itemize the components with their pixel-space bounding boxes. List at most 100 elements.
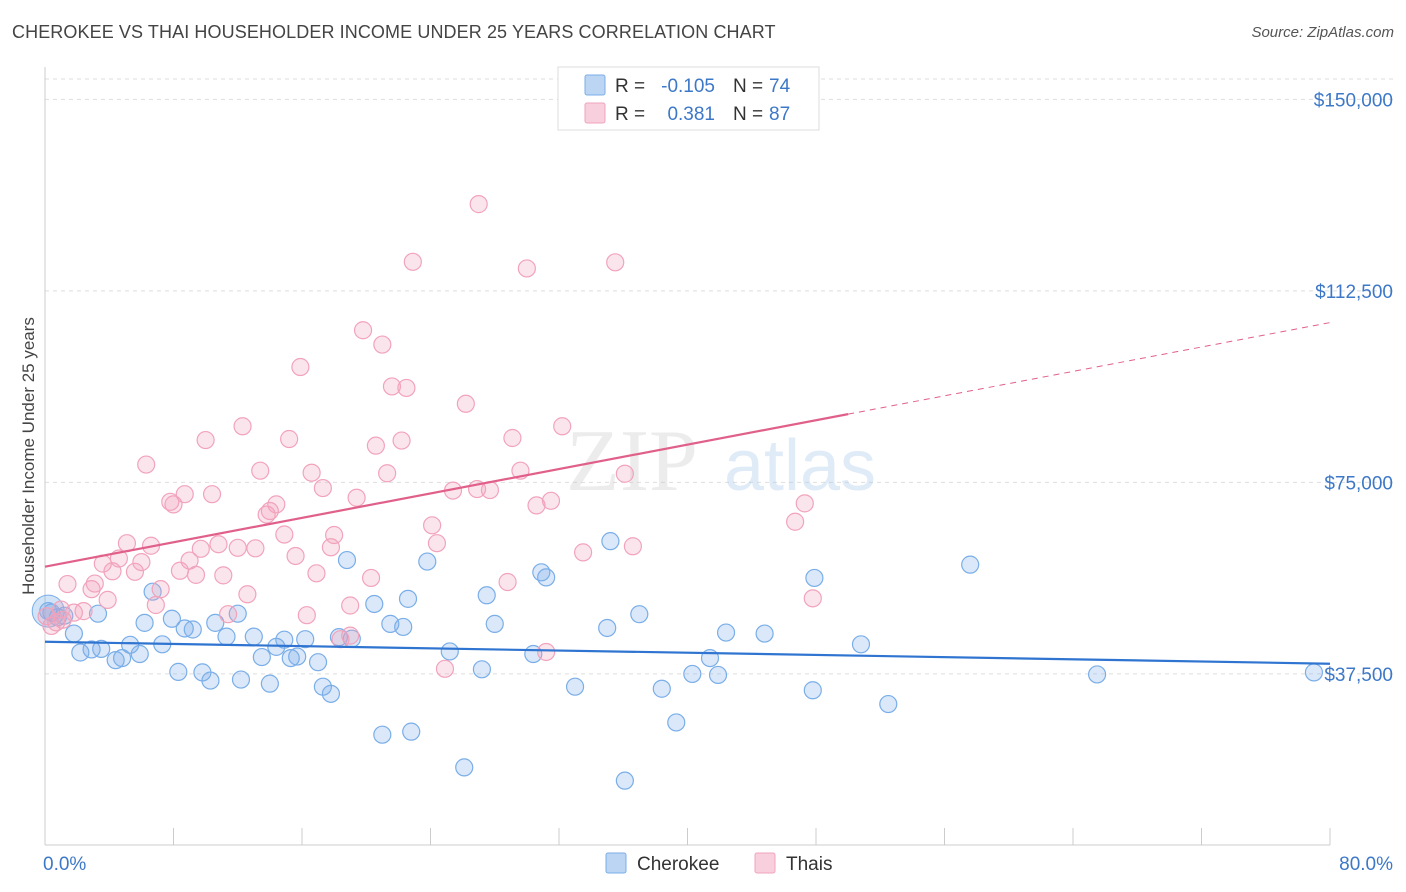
x-tick-label: 0.0%	[43, 854, 86, 875]
thais-point	[503, 428, 522, 448]
thais-point	[498, 572, 517, 592]
cherokee-point	[308, 653, 328, 672]
thais-point	[382, 377, 402, 396]
cherokee-point	[88, 604, 108, 623]
thais-point	[541, 491, 561, 510]
thais-point	[427, 534, 447, 553]
thais-point	[196, 430, 215, 450]
thais-point	[82, 580, 101, 599]
x-tick-labels: 0.0% 80.0%	[43, 854, 1393, 875]
cherokee-point	[82, 640, 101, 659]
thais-point	[146, 595, 165, 615]
thais-points	[37, 195, 822, 678]
cherokee-point	[805, 568, 824, 588]
cherokee-point	[281, 648, 300, 668]
thais-point	[297, 606, 316, 625]
thais-point	[397, 378, 416, 398]
cherokee-point	[260, 674, 279, 693]
thais-point	[219, 605, 238, 624]
thais-point	[161, 492, 180, 511]
cherokee-point	[477, 586, 496, 605]
thais-point	[191, 539, 210, 558]
thais-point	[251, 461, 270, 480]
cherokee-point	[321, 684, 341, 703]
cherokee-point	[755, 624, 774, 643]
thais-point	[233, 417, 252, 436]
y-tick-label: $75,000	[1324, 473, 1393, 494]
cherokee-point	[169, 662, 188, 681]
legend-swatch-thais	[584, 102, 606, 124]
y-tick-label: $37,500	[1324, 665, 1393, 686]
cherokee-point	[121, 635, 140, 654]
thais-point	[527, 496, 546, 515]
cherokee-point	[162, 609, 181, 628]
thais-point	[623, 537, 642, 556]
legend-n-label-1: N =	[733, 104, 763, 125]
cherokee-point	[135, 613, 154, 632]
thais-point	[392, 431, 411, 450]
thais-point	[373, 335, 392, 354]
thais-point	[341, 596, 360, 615]
bottom-legend: Cherokee Thais	[605, 852, 832, 875]
thais-point	[132, 552, 151, 572]
legend-n-label-0: N =	[733, 76, 763, 97]
legend-r-value-1: 0.381	[667, 104, 715, 125]
thais-point	[361, 568, 381, 588]
thais-point	[137, 455, 156, 474]
cherokee-trend-line	[44, 640, 1331, 665]
bottom-legend-cherokee: Cherokee	[637, 854, 719, 875]
watermark: ZIP atlas	[566, 413, 876, 510]
thais-point	[456, 394, 475, 413]
thais-point	[202, 485, 222, 504]
cherokee-point	[275, 630, 294, 649]
cherokee-point	[601, 532, 620, 551]
thais-point	[85, 574, 104, 593]
cherokee-point	[851, 635, 871, 654]
cherokee-point	[206, 613, 225, 632]
cherokee-point	[112, 648, 132, 668]
axes	[44, 67, 1331, 846]
cherokee-point	[708, 665, 728, 685]
watermark-zip: ZIP	[566, 413, 698, 510]
y-tick-label: $150,000	[1314, 90, 1393, 111]
bottom-legend-swatch-cherokee	[605, 852, 627, 874]
cherokee-point	[532, 563, 551, 582]
legend: R = -0.105 N = 74 R = 0.381 N = 87	[557, 66, 820, 131]
y-tick-label: $112,500	[1315, 282, 1393, 303]
thais-point	[246, 539, 265, 558]
y-tick-labels: $37,500 $75,000 $112,500 $150,000	[1314, 90, 1393, 686]
cherokee-point	[879, 694, 898, 714]
cherokee-point	[130, 644, 149, 664]
thais-point	[537, 642, 556, 662]
watermark-atlas: atlas	[724, 426, 876, 506]
cherokee-point	[244, 627, 263, 646]
cherokee-point	[485, 614, 504, 633]
thais-trend-line	[44, 413, 849, 568]
thais-point	[606, 253, 625, 272]
cherokee-point	[228, 604, 247, 623]
legend-r-label-0: R =	[615, 76, 645, 97]
cherokee-point	[440, 642, 459, 661]
bottom-legend-thais: Thais	[786, 854, 832, 875]
cherokee-point	[615, 771, 634, 790]
cherokee-point	[418, 552, 437, 571]
legend-r-value-0: -0.105	[661, 76, 715, 97]
trend-lines	[44, 322, 1331, 665]
thais-point	[302, 463, 321, 482]
thais-point	[313, 478, 332, 498]
thais-point	[214, 566, 233, 585]
thais-point	[238, 585, 257, 604]
thais-point	[573, 543, 593, 562]
cherokee-point	[630, 605, 649, 624]
thais-point	[517, 259, 536, 278]
cherokee-point	[71, 643, 90, 662]
thais-point	[366, 436, 385, 455]
thais-point	[786, 512, 805, 531]
cherokee-point	[394, 617, 413, 637]
cherokee-point	[373, 725, 392, 744]
legend-swatch-cherokee	[584, 74, 606, 96]
cherokee-point	[217, 627, 236, 646]
cherokee-point	[1087, 665, 1107, 684]
cherokee-point	[92, 639, 111, 659]
